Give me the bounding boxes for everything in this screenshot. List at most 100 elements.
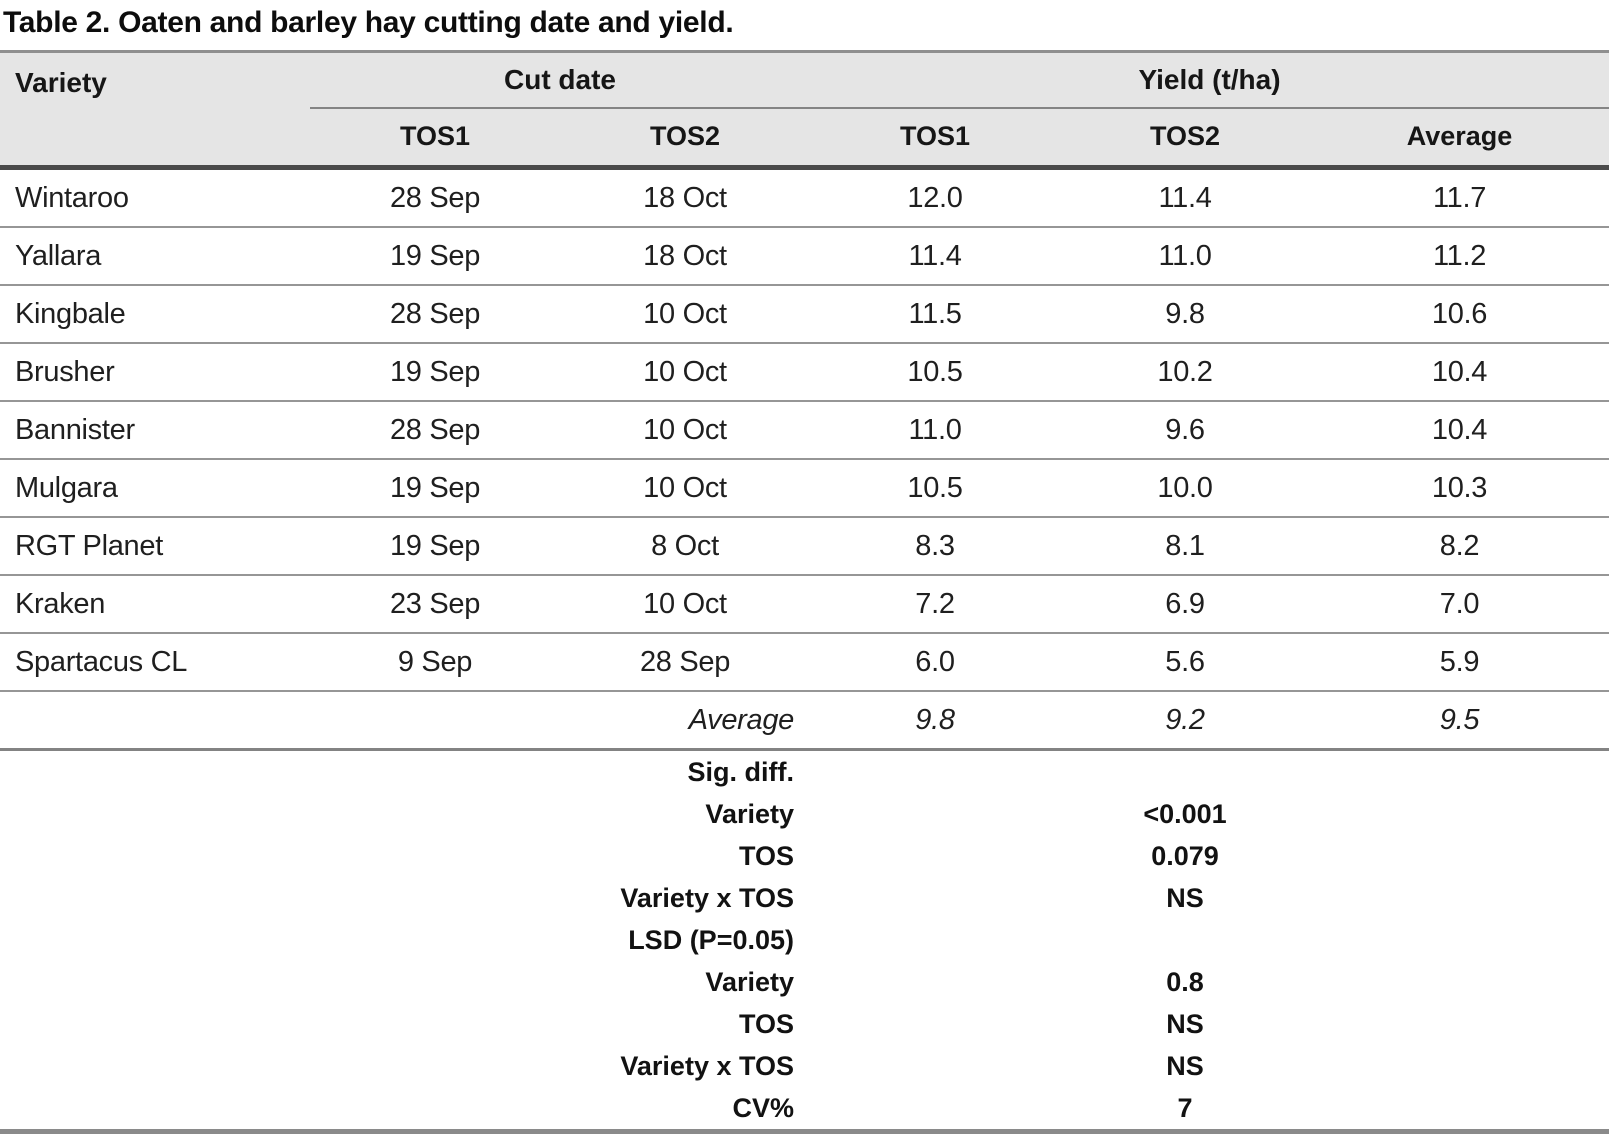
spacer-cell [810, 1087, 1060, 1134]
average-yield-tos1: 9.8 [810, 691, 1060, 751]
stats-row: Sig. diff. [0, 750, 1609, 794]
stats-row: Variety <0.001 [0, 793, 1609, 835]
spacer-cell [810, 793, 1060, 835]
table-row: Mulgara 19 Sep 10 Oct 10.5 10.0 10.3 [0, 459, 1609, 518]
sub-header-row: TOS1 TOS2 TOS1 TOS2 Average [0, 107, 1609, 170]
stats-row: TOS NS [0, 1003, 1609, 1045]
spacer-cell [810, 835, 1060, 877]
cut-tos1-cell: 19 Sep [310, 343, 560, 402]
yield-tos1-cell: 12.0 [810, 167, 1060, 228]
cut-tos2-cell: 10 Oct [560, 343, 810, 402]
stats-label: Variety x TOS [620, 1050, 794, 1081]
yield-tos1-cell: 10.5 [810, 343, 1060, 402]
table-row: Spartacus CL 9 Sep 28 Sep 6.0 5.6 5.9 [0, 633, 1609, 692]
average-cell: 7.0 [1310, 575, 1609, 634]
stats-label: Variety [705, 798, 794, 829]
stats-label: Variety [705, 966, 794, 997]
spacer-cell [1310, 1003, 1609, 1045]
yield-tos1-cell: 6.0 [810, 633, 1060, 692]
spacer-cell [1310, 1087, 1609, 1134]
average-cell: 8.2 [1310, 517, 1609, 576]
cut-tos2-header: TOS2 [560, 107, 810, 170]
average-cell: 11.2 [1310, 227, 1609, 286]
stats-value: <0.001 [1143, 798, 1227, 829]
stats-value: 0.079 [1151, 840, 1219, 871]
cut-tos2-cell: 10 Oct [560, 401, 810, 460]
table-row: RGT Planet 19 Sep 8 Oct 8.3 8.1 8.2 [0, 517, 1609, 576]
variety-cell: Yallara [0, 227, 310, 286]
cut-tos1-cell: 19 Sep [310, 517, 560, 576]
table-row: Bannister 28 Sep 10 Oct 11.0 9.6 10.4 [0, 401, 1609, 460]
yield-tos2-cell: 6.9 [1060, 575, 1310, 634]
cut-tos2-cell: 18 Oct [560, 227, 810, 286]
yield-tos2-cell: 9.8 [1060, 285, 1310, 344]
spacer-cell [810, 750, 1060, 794]
spacer-cell [1310, 919, 1609, 961]
statistics-section: Sig. diff. Variety <0.001 TOS 0.079 Vari… [0, 750, 1609, 1134]
average-cell: 10.6 [1310, 285, 1609, 344]
yield-tos2-header: TOS2 [1060, 107, 1310, 170]
stats-row: Variety 0.8 [0, 961, 1609, 1003]
stats-value: NS [1166, 1050, 1204, 1081]
spacer-cell [810, 1003, 1060, 1045]
table-row: Kraken 23 Sep 10 Oct 7.2 6.9 7.0 [0, 575, 1609, 634]
cut-tos2-cell: 28 Sep [560, 633, 810, 692]
yield-tos2-cell: 11.0 [1060, 227, 1310, 286]
stats-label: LSD (P=0.05) [628, 924, 794, 955]
cut-tos1-header: TOS1 [310, 107, 560, 170]
stats-row: Variety x TOS NS [0, 1045, 1609, 1087]
cut-tos1-cell: 9 Sep [310, 633, 560, 692]
variety-cell: Kraken [0, 575, 310, 634]
average-cell: 10.4 [1310, 401, 1609, 460]
yield-tos2-cell: 9.6 [1060, 401, 1310, 460]
average-overall: 9.5 [1310, 691, 1609, 751]
cut-tos2-cell: 10 Oct [560, 459, 810, 518]
page-title: Table 2. Oaten and barley hay cutting da… [3, 6, 734, 39]
yield-tos2-cell: 10.0 [1060, 459, 1310, 518]
stats-label: Sig. diff. [687, 756, 794, 787]
variety-column-header: Variety [0, 50, 310, 170]
stats-value: NS [1166, 882, 1204, 913]
stats-value: 7 [1060, 1087, 1310, 1134]
average-cell: 10.4 [1310, 343, 1609, 402]
average-cell: 5.9 [1310, 633, 1609, 692]
variety-cell: Brusher [0, 343, 310, 402]
average-header: Average [1310, 107, 1609, 170]
yield-tos1-header: TOS1 [810, 107, 1060, 170]
stats-label: Variety x TOS [620, 882, 794, 913]
hay-yield-table: Variety Cut date Yield (t/ha) TOS1 TOS2 … [0, 50, 1609, 1134]
stats-row: LSD (P=0.05) [0, 919, 1609, 961]
yield-tos2-cell: 5.6 [1060, 633, 1310, 692]
stats-row: Variety x TOS NS [0, 877, 1609, 919]
average-row-label: Average [0, 691, 810, 751]
stats-value: 0.8 [1166, 966, 1204, 997]
spacer-cell [810, 877, 1060, 919]
yield-tos1-cell: 7.2 [810, 575, 1060, 634]
variety-cell: Wintaroo [0, 167, 310, 228]
cut-tos2-cell: 10 Oct [560, 575, 810, 634]
cut-tos1-cell: 28 Sep [310, 167, 560, 228]
average-yield-tos2: 9.2 [1060, 691, 1310, 751]
spacer-cell [1310, 835, 1609, 877]
variety-cell: Spartacus CL [0, 633, 310, 692]
yield-tos1-cell: 10.5 [810, 459, 1060, 518]
spacer-cell [1310, 750, 1609, 794]
stats-label: CV% [0, 1087, 810, 1134]
cut-tos2-cell: 18 Oct [560, 167, 810, 228]
cut-tos1-cell: 28 Sep [310, 285, 560, 344]
stats-label: TOS [738, 1008, 794, 1039]
spacer-cell [1310, 877, 1609, 919]
average-row: Average 9.8 9.2 9.5 [0, 691, 1609, 751]
stats-value [1060, 919, 1310, 961]
cut-tos1-cell: 23 Sep [310, 575, 560, 634]
stats-row: TOS 0.079 [0, 835, 1609, 877]
cut-tos2-cell: 8 Oct [560, 517, 810, 576]
yield-tos1-cell: 11.4 [810, 227, 1060, 286]
yield-tos2-cell: 10.2 [1060, 343, 1310, 402]
yield-tos1-cell: 8.3 [810, 517, 1060, 576]
variety-cell: RGT Planet [0, 517, 310, 576]
average-cell: 11.7 [1310, 167, 1609, 228]
table-header: Variety Cut date Yield (t/ha) TOS1 TOS2 … [0, 50, 1609, 170]
stats-row: CV% 7 [0, 1087, 1609, 1134]
yield-tos1-cell: 11.0 [810, 401, 1060, 460]
